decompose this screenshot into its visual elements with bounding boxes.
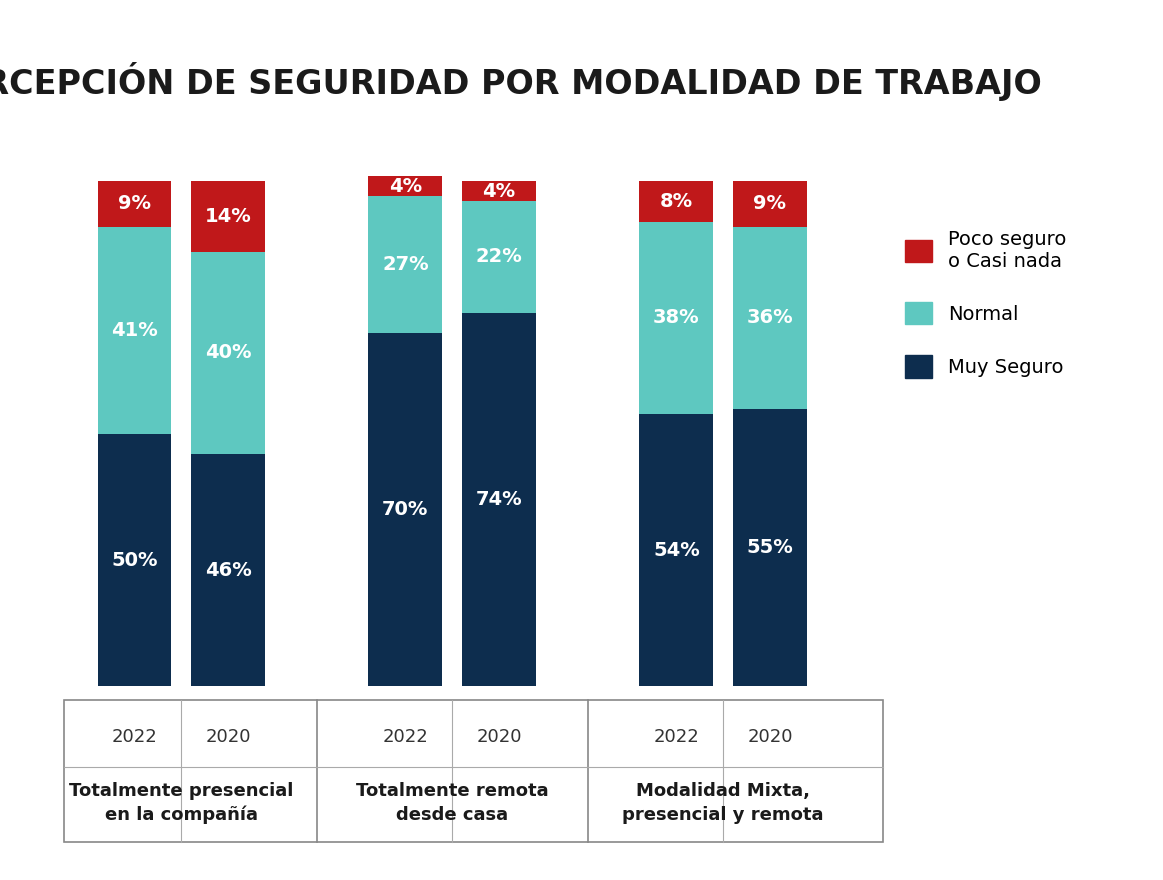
Bar (369, 196, 442, 333)
Bar (191, 181, 265, 252)
Bar (369, 176, 442, 196)
Text: 22%: 22% (476, 247, 522, 267)
Text: 50%: 50% (112, 551, 158, 569)
Text: 9%: 9% (754, 194, 786, 214)
Text: 8%: 8% (659, 192, 693, 211)
Bar (733, 408, 807, 686)
Text: Totalmente presencial
en la compañía: Totalmente presencial en la compañía (69, 781, 293, 824)
Bar (191, 454, 265, 686)
Text: 2020: 2020 (747, 728, 793, 746)
Bar (98, 227, 171, 434)
Bar (640, 414, 713, 686)
Bar (640, 222, 713, 414)
Text: 2020: 2020 (476, 728, 522, 746)
Text: 4%: 4% (388, 177, 422, 195)
Bar (462, 312, 536, 686)
Text: 2022: 2022 (112, 728, 157, 746)
Text: 4%: 4% (483, 182, 515, 201)
Text: 70%: 70% (383, 500, 429, 519)
Bar (733, 181, 807, 227)
Text: 2022: 2022 (383, 728, 428, 746)
Text: 38%: 38% (652, 308, 700, 327)
Bar (640, 181, 713, 222)
Bar (733, 227, 807, 408)
Text: 55%: 55% (747, 538, 793, 557)
Text: 74%: 74% (476, 490, 522, 509)
Text: 9%: 9% (117, 194, 151, 214)
Text: 14%: 14% (205, 207, 251, 226)
Text: 41%: 41% (112, 320, 158, 340)
Text: 46%: 46% (205, 561, 251, 580)
Text: Totalmente remota
desde casa: Totalmente remota desde casa (356, 782, 549, 824)
Bar (369, 333, 442, 686)
Bar (462, 202, 536, 312)
Bar (98, 181, 171, 227)
Bar (191, 252, 265, 454)
Text: 2020: 2020 (206, 728, 251, 746)
Text: 27%: 27% (383, 255, 429, 274)
Bar (462, 181, 536, 202)
Bar (98, 434, 171, 686)
Legend: Poco seguro
o Casi nada, Normal, Muy Seguro: Poco seguro o Casi nada, Normal, Muy Seg… (905, 230, 1066, 378)
Text: PERCEPCIÓN DE SEGURIDAD POR MODALIDAD DE TRABAJO: PERCEPCIÓN DE SEGURIDAD POR MODALIDAD DE… (0, 62, 1041, 100)
Text: 36%: 36% (747, 308, 793, 327)
Text: 54%: 54% (652, 540, 700, 560)
Text: Modalidad Mixta,
presencial y remota: Modalidad Mixta, presencial y remota (622, 782, 823, 824)
Text: 40%: 40% (205, 343, 251, 363)
Text: 2022: 2022 (654, 728, 699, 746)
